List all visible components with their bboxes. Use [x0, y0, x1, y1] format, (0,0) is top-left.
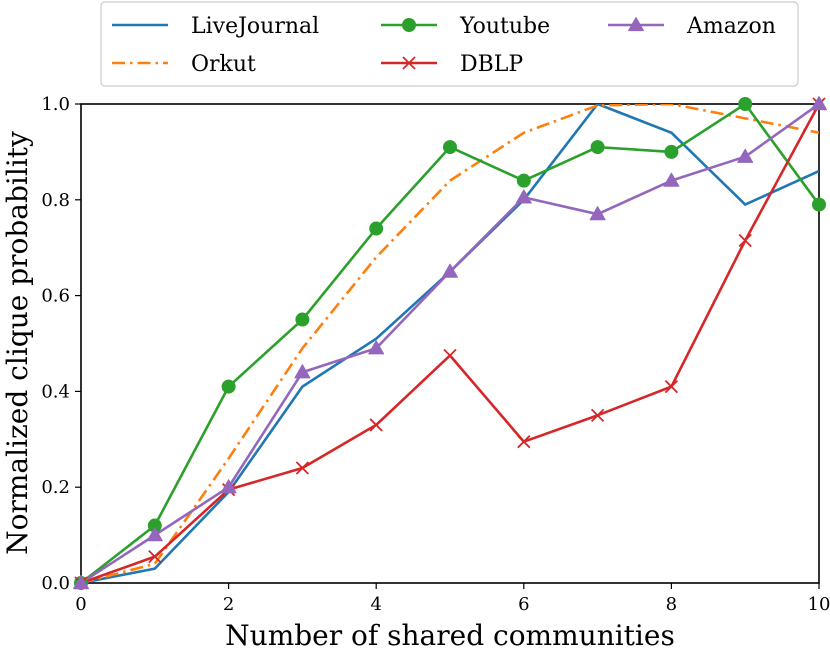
- data-point-dblp: [664, 379, 679, 394]
- data-point-youtube: [369, 221, 384, 236]
- data-point-amazon: [73, 575, 89, 590]
- data-point-amazon: [368, 340, 385, 355]
- legend-marker-dblp: [402, 56, 416, 70]
- y-tick-label: 0.6: [41, 286, 70, 307]
- data-point-amazon: [294, 364, 311, 379]
- x-tick-label: 6: [518, 594, 529, 615]
- x-axis-label: Number of shared communities: [225, 619, 675, 652]
- legend: LiveJournal Orkut Youtube DBLP Amazon: [100, 1, 799, 87]
- y-tick-label: 1.0: [41, 94, 70, 115]
- y-tick-label: 0.2: [41, 477, 70, 498]
- data-point-youtube: [590, 140, 605, 155]
- data-point-amazon: [663, 172, 680, 187]
- data-point-youtube: [664, 144, 679, 159]
- legend-marker-amazon: [628, 17, 644, 32]
- data-point-youtube: [738, 97, 753, 111]
- x-tick-label: 10: [808, 594, 830, 615]
- x-axis-ticks: 0 2 4 6 8 10: [75, 583, 830, 615]
- x-tick-label: 8: [666, 594, 677, 615]
- legend-label-amazon: Amazon: [686, 14, 776, 39]
- data-point-dblp: [148, 550, 162, 564]
- x-tick-label: 4: [370, 594, 381, 615]
- data-point-dblp: [295, 461, 310, 475]
- data-point-amazon: [737, 148, 754, 163]
- legend-marker-youtube: [402, 18, 416, 32]
- data-point-dblp: [590, 408, 605, 422]
- data-point-amazon: [220, 479, 237, 494]
- data-point-amazon: [811, 96, 827, 111]
- data-point-youtube: [295, 312, 310, 327]
- legend-label-dblp: DBLP: [460, 52, 523, 77]
- legend-box: [100, 1, 799, 87]
- data-point-dblp: [369, 418, 383, 432]
- data-point-amazon: [442, 263, 458, 278]
- series-line-orkut: [81, 104, 819, 583]
- data-point-youtube: [812, 197, 826, 212]
- series-layer: [81, 104, 819, 583]
- data-point-dblp: [443, 348, 457, 363]
- data-point-youtube: [221, 379, 236, 394]
- y-tick-label: 0.0: [41, 573, 70, 594]
- data-point-youtube: [443, 140, 457, 155]
- data-point-amazon: [589, 206, 606, 221]
- y-axis-ticks: 0.0 0.2 0.4 0.6 0.8 1.0: [41, 94, 81, 594]
- y-axis-label: Normalized clique probability: [1, 131, 34, 555]
- legend-label-youtube: Youtube: [459, 14, 550, 39]
- legend-label-orkut: Orkut: [191, 52, 256, 77]
- plot-frame: [80, 103, 820, 584]
- x-tick-label: 0: [75, 594, 86, 615]
- y-tick-label: 0.8: [41, 190, 70, 211]
- data-point-dblp: [738, 233, 752, 248]
- data-point-amazon: [146, 527, 163, 542]
- x-tick-label: 2: [223, 594, 234, 615]
- data-point-youtube: [516, 173, 531, 188]
- marker-layer: [73, 96, 827, 590]
- series-line-amazon: [81, 104, 819, 583]
- data-point-amazon: [515, 189, 532, 204]
- y-tick-label: 0.4: [41, 381, 70, 402]
- data-point-dblp: [517, 435, 531, 449]
- legend-label-livejournal: LiveJournal: [191, 14, 319, 39]
